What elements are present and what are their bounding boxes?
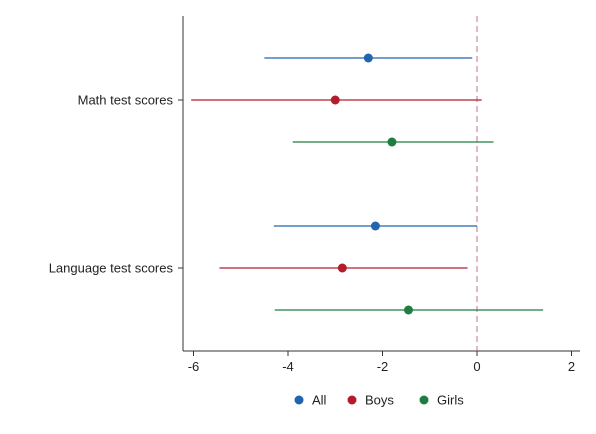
x-tick-label: -2 bbox=[377, 359, 389, 374]
x-tick-label: 0 bbox=[473, 359, 480, 374]
estimate-point-boys bbox=[330, 95, 340, 105]
estimate-point-all bbox=[370, 221, 380, 231]
legend-item-all: All bbox=[294, 393, 327, 408]
x-tick-label: -4 bbox=[282, 359, 294, 374]
estimate-point-all bbox=[363, 53, 373, 63]
legend-item-girls: Girls bbox=[419, 393, 464, 408]
category-label: Language test scores bbox=[49, 261, 174, 276]
legend-item-boys: Boys bbox=[347, 393, 394, 408]
legend-label: Girls bbox=[437, 393, 464, 408]
category-label: Math test scores bbox=[78, 93, 174, 108]
legend: All Boys Girls bbox=[294, 393, 464, 408]
estimate-point-girls bbox=[387, 137, 397, 147]
series-marks bbox=[191, 53, 544, 315]
legend-label: All bbox=[312, 393, 327, 408]
estimate-point-girls bbox=[403, 305, 413, 315]
x-axis-ticks: -6 -4 -2 0 2 bbox=[188, 351, 575, 374]
plot-area: -6 -4 -2 0 2 Math test scores Language test s… bbox=[49, 16, 580, 374]
legend-label: Boys bbox=[365, 393, 394, 408]
x-tick-label: -6 bbox=[188, 359, 200, 374]
legend-marker bbox=[419, 395, 429, 405]
legend-marker bbox=[347, 395, 357, 405]
x-tick-label: 2 bbox=[568, 359, 575, 374]
y-axis-categories: Math test scores Language test scores bbox=[49, 93, 183, 276]
legend-marker bbox=[294, 395, 304, 405]
estimate-point-boys bbox=[337, 263, 347, 273]
